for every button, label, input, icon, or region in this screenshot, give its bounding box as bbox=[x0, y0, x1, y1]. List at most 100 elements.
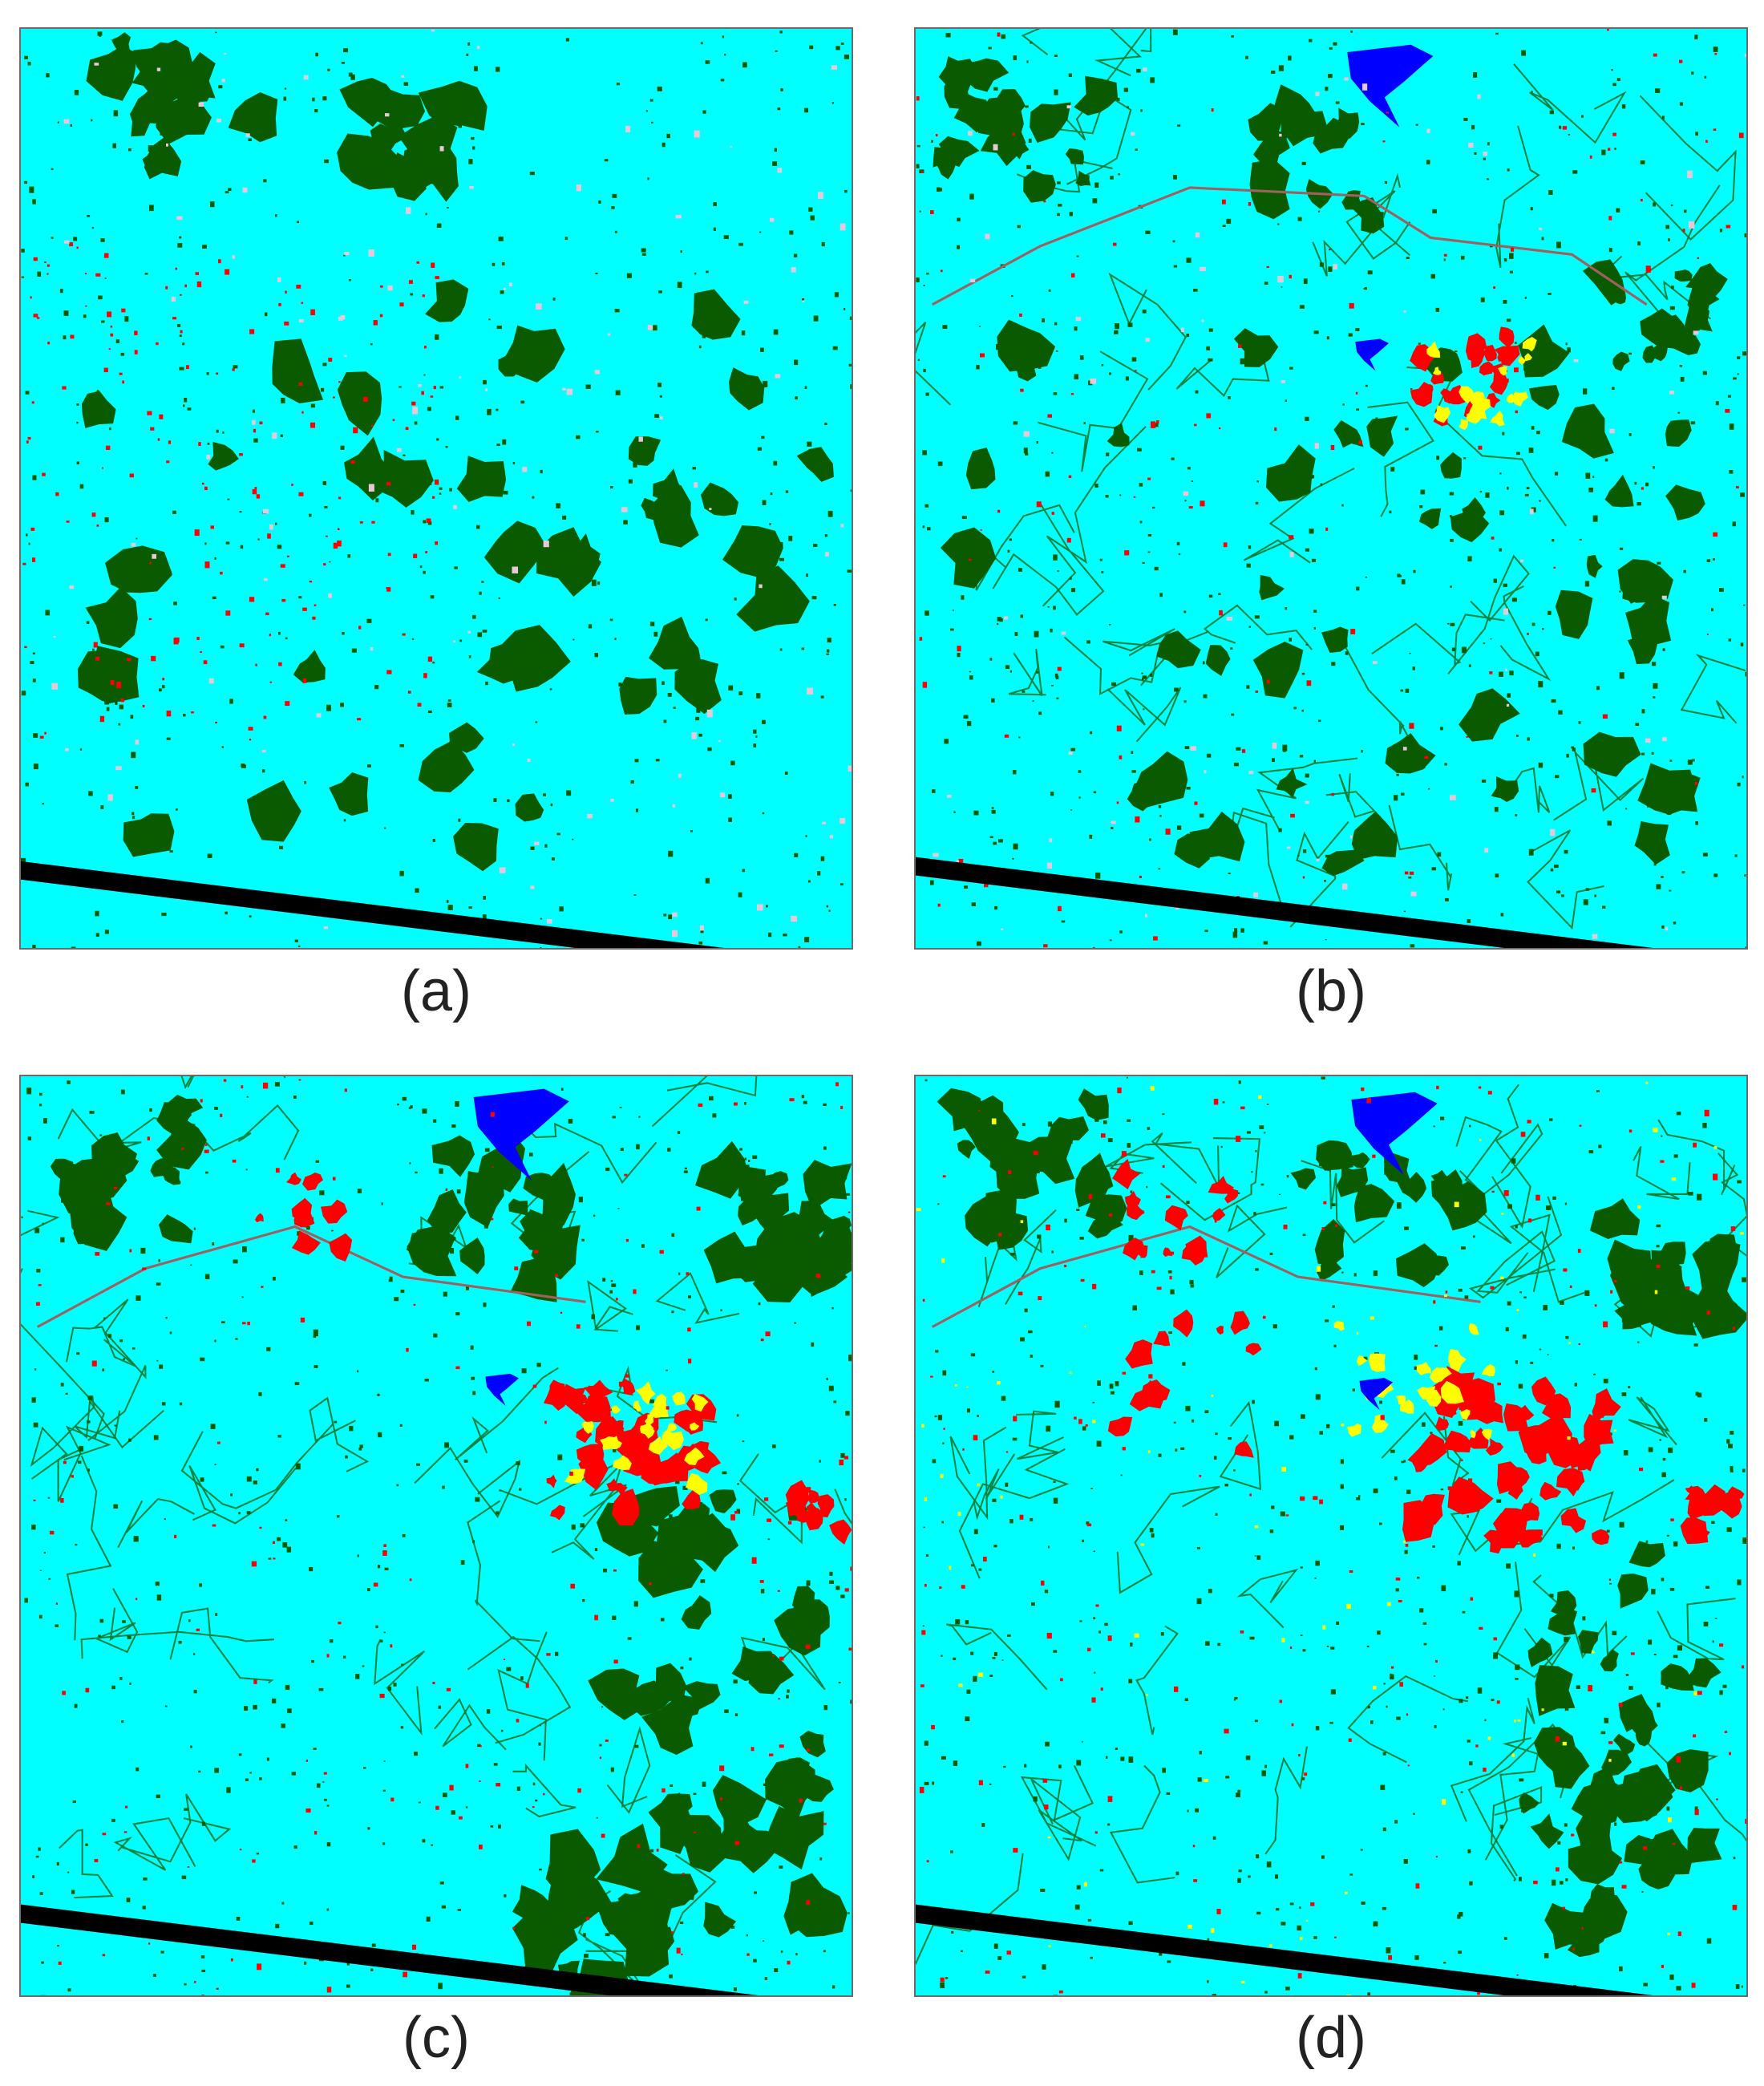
vegetation-speckle-dot bbox=[1050, 685, 1054, 687]
bare-land-speckle-dot bbox=[1567, 1436, 1571, 1440]
vegetation-speckle-dot bbox=[379, 1639, 383, 1642]
vegetation-speckle-dot bbox=[1576, 1685, 1580, 1689]
other-speckle-dot bbox=[967, 131, 973, 136]
vegetation-speckle-dot bbox=[1105, 1756, 1108, 1760]
built-up-speckle-dot bbox=[1613, 1279, 1617, 1282]
vegetation-speckle-dot bbox=[1152, 506, 1155, 509]
vegetation-speckle-dot bbox=[96, 390, 99, 391]
drainage-path bbox=[1594, 255, 1712, 320]
other-speckle-dot bbox=[691, 732, 697, 739]
vegetation-speckle-dot bbox=[737, 1483, 739, 1485]
vegetation-speckle-dot bbox=[1732, 521, 1736, 527]
drainage-path bbox=[1388, 804, 1453, 891]
other-speckle-dot bbox=[303, 75, 309, 80]
built-up-speckle-dot bbox=[71, 1475, 74, 1478]
vegetation-speckle-dot bbox=[604, 159, 609, 162]
vegetation-speckle-dot bbox=[1651, 662, 1657, 666]
vegetation-speckle-dot bbox=[614, 230, 617, 233]
vegetation-speckle-dot bbox=[1619, 1966, 1623, 1972]
built-up-speckle-dot bbox=[337, 540, 342, 547]
drainage-path bbox=[1680, 654, 1746, 724]
vegetation-speckle-dot bbox=[412, 491, 417, 494]
vegetation-speckle-dot bbox=[806, 573, 809, 577]
vegetation-speckle-dot bbox=[24, 55, 28, 59]
vegetation-speckle-dot bbox=[74, 90, 79, 95]
built-up-speckle-dot bbox=[174, 1534, 177, 1539]
drainage-path bbox=[577, 1890, 646, 1994]
built-up-speckle-dot bbox=[805, 1644, 811, 1649]
vegetation-speckle-dot bbox=[1309, 38, 1313, 43]
vegetation-speckle-dot bbox=[193, 1227, 196, 1230]
vegetation-speckle-dot bbox=[1382, 1827, 1386, 1832]
vegetation-speckle-dot bbox=[613, 1448, 617, 1453]
built-up-speckle-dot bbox=[1306, 680, 1312, 687]
vegetation-speckle-dot bbox=[1245, 1755, 1251, 1760]
vegetation-speckle-dot bbox=[1415, 124, 1418, 126]
built-up-speckle-dot bbox=[36, 317, 40, 319]
vegetation-speckle-dot bbox=[153, 1435, 159, 1440]
vegetation-speckle-dot bbox=[1278, 65, 1285, 71]
vegetation-speckle-dot bbox=[471, 1376, 475, 1380]
vegetation-speckle-dot bbox=[1531, 622, 1535, 626]
vegetation-speckle-dot bbox=[1544, 1953, 1549, 1958]
built-up-speckle-dot bbox=[1107, 1635, 1112, 1642]
bare-land-speckle-dot bbox=[1514, 1719, 1516, 1723]
vegetation-speckle-dot bbox=[1034, 630, 1039, 638]
other-speckle-dot bbox=[672, 912, 678, 917]
vegetation-speckle-dot bbox=[557, 1454, 563, 1460]
forest-patch bbox=[746, 1193, 790, 1239]
vegetation-speckle-dot bbox=[1270, 71, 1276, 74]
vegetation-speckle-dot bbox=[451, 1124, 456, 1128]
small-reservoir bbox=[485, 1373, 520, 1406]
vegetation-speckle-dot bbox=[1443, 258, 1446, 261]
forest-belt bbox=[1661, 1663, 1694, 1691]
built-up-speckle-dot bbox=[1612, 132, 1616, 136]
vegetation-speckle-dot bbox=[1012, 857, 1014, 860]
built-up-speckle-dot bbox=[1694, 781, 1697, 785]
vegetation-speckle-dot bbox=[381, 1202, 383, 1205]
other-speckle-dot bbox=[985, 233, 990, 240]
other-speckle-dot bbox=[396, 448, 402, 452]
built-up-speckle-dot bbox=[181, 1148, 184, 1150]
vegetation-speckle-dot bbox=[744, 1101, 746, 1105]
vegetation-speckle-dot bbox=[1038, 711, 1042, 715]
forest-patch bbox=[691, 289, 741, 340]
vegetation-speckle-dot bbox=[992, 1498, 997, 1503]
vegetation-speckle-dot bbox=[1403, 1858, 1408, 1864]
vegetation-speckle-dot bbox=[468, 655, 471, 658]
vegetation-speckle-dot bbox=[1653, 1654, 1657, 1656]
vegetation-speckle-dot bbox=[415, 888, 419, 893]
bare-land bbox=[1466, 407, 1483, 424]
built-up-speckle-dot bbox=[278, 302, 281, 306]
vegetation-speckle-dot bbox=[465, 496, 467, 499]
built-up-speckle-dot bbox=[127, 658, 131, 662]
vegetation-speckle-dot bbox=[1531, 334, 1535, 338]
vegetation-speckle-dot bbox=[200, 1955, 205, 1958]
vegetation-speckle-dot bbox=[686, 1817, 690, 1820]
urban-area bbox=[1435, 1416, 1450, 1431]
vegetation-speckle-dot bbox=[961, 595, 965, 600]
bare-land-speckle-dot bbox=[1203, 1779, 1208, 1783]
built-up-speckle-dot bbox=[196, 1628, 200, 1631]
vegetation-speckle-dot bbox=[161, 913, 167, 917]
built-up-speckle-dot bbox=[1064, 1265, 1067, 1268]
vegetation-speckle-dot bbox=[612, 193, 617, 198]
vegetation-speckle-dot bbox=[1286, 1175, 1289, 1178]
vegetation-speckle-dot bbox=[1578, 721, 1581, 724]
vegetation-speckle-dot bbox=[1233, 928, 1238, 933]
vegetation-speckle-dot bbox=[1463, 117, 1468, 121]
vegetation-speckle-dot bbox=[190, 1264, 192, 1266]
built-up-speckle-dot bbox=[47, 264, 50, 267]
built-up-speckle-dot bbox=[569, 1471, 573, 1476]
vegetation-speckle-dot bbox=[427, 407, 431, 411]
vegetation-speckle-dot bbox=[1509, 253, 1514, 259]
vegetation-speckle-dot bbox=[1272, 1324, 1277, 1329]
built-up-speckle-dot bbox=[1355, 391, 1358, 395]
built-up-speckle-dot bbox=[1289, 1647, 1293, 1649]
built-up-speckle-dot bbox=[1483, 1768, 1487, 1772]
built-up-speckle-dot bbox=[1395, 1577, 1401, 1581]
other-speckle-dot bbox=[1068, 751, 1073, 755]
built-up-speckle-dot bbox=[99, 715, 105, 723]
vegetation-speckle-dot bbox=[1427, 788, 1430, 790]
vegetation-speckle-dot bbox=[370, 1968, 374, 1971]
